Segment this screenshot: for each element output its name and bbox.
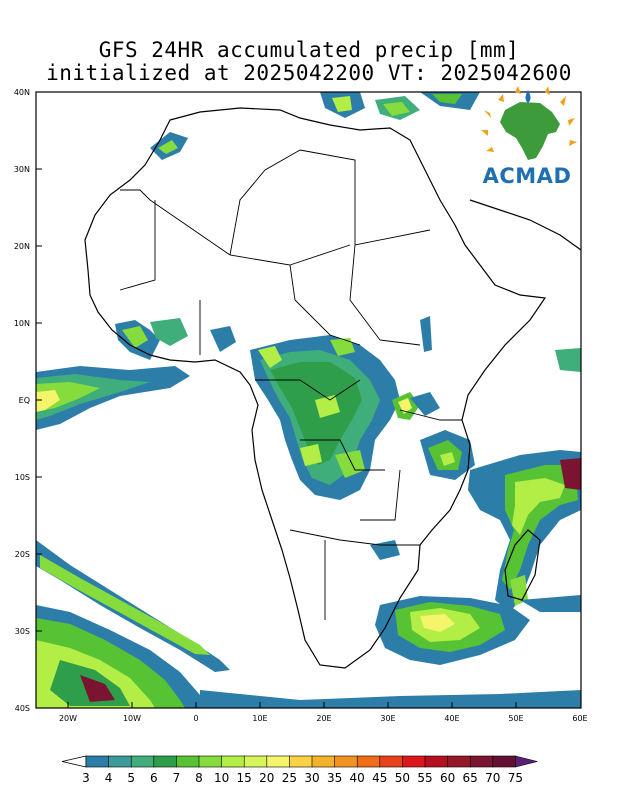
colorbar-swatch [85,755,110,768]
colorbar-swatch [130,755,155,768]
coastlines [84,107,581,669]
colorbar-min-arrow [61,755,87,768]
colorbar-swatch [447,755,472,768]
colorbar-label: 60 [440,771,455,785]
map-title-line2: initialized at 2025042200 VT: 2025042600 [46,61,572,85]
lon-label: 20W [59,714,77,723]
arabia-coastline [469,199,581,251]
colorbar-label: 5 [127,771,135,785]
lat-label: 30N [14,165,30,174]
colorbar-swatch [221,755,246,768]
colorbar-label: 25 [282,771,297,785]
colorbar-label: 75 [508,771,523,785]
lat-label: 20N [14,242,30,251]
colorbar-label: 55 [417,771,432,785]
lat-label: 40S [15,704,30,713]
lat-label: 10N [14,319,30,328]
colorbar-swatch [266,755,291,768]
precip-field [36,92,581,708]
lon-label: 50E [508,714,523,723]
lon-label: 10E [252,714,267,723]
colorbar-label: 6 [150,771,158,785]
colorbar-swatch [243,755,268,768]
lon-label: 20E [316,714,331,723]
lon-label: 40E [444,714,459,723]
colorbar-label: 65 [463,771,478,785]
acmad-logo: ACMAD [481,86,577,188]
colorbar-swatch [198,755,223,768]
colorbar-swatch [356,755,381,768]
colorbar-label: 70 [485,771,500,785]
colorbar-label: 15 [237,771,252,785]
colorbar-label: 35 [327,771,342,785]
lat-ticks [36,91,517,709]
colorbar-label: 20 [259,771,274,785]
africa-coastline [84,107,547,669]
logo-text: ACMAD [483,164,572,188]
logo-africa-icon [500,102,560,160]
map-title-line1: GFS 24HR accumulated precip [mm] [98,38,520,62]
longitude-labels: 20W 10W 0 10E 20E 30E 40E 50E 60E [59,714,588,723]
colorbar-max-arrow [515,755,538,768]
lon-label: 30E [380,714,395,723]
colorbar-label: 10 [214,771,229,785]
colorbar-label: 7 [173,771,181,785]
lon-label: 0 [193,714,198,723]
colorbar-swatch [176,755,200,768]
colorbar-label: 45 [372,771,387,785]
logo-drop-icon [525,90,531,103]
madagascar-coastline [504,529,541,601]
colorbar-swatch [289,755,313,768]
colorbar-swatch [424,755,449,768]
colorbar-swatch [153,755,178,768]
colorbar-swatch [379,755,404,768]
colorbar-swatch [469,755,494,768]
colorbar-swatch [402,755,426,768]
colorbar-swatch [311,755,336,768]
lat-label: 10S [15,473,30,482]
colorbar-swatch [492,755,517,768]
colorbar-label: 4 [105,771,113,785]
colorbar-label: 50 [395,771,410,785]
colorbar-label: 8 [195,771,203,785]
lon-label: 60E [572,714,587,723]
country-borders [119,149,462,620]
colorbar-label: 3 [82,771,90,785]
colorbar-swatch [108,755,132,768]
lat-label: 40N [14,88,30,97]
lon-label: 10W [123,714,141,723]
colorbar [61,755,538,768]
colorbar-label: 30 [304,771,319,785]
lat-label: EQ [19,396,30,405]
lat-label: 30S [15,627,30,636]
colorbar-labels: 3 4 5 6 7 8 10 15 20 25 30 35 40 45 50 55 60 65 70 75 [82,771,523,785]
logo-sun-rays-icon [481,86,577,152]
colorbar-swatch [334,755,359,768]
lat-label: 20S [15,550,30,559]
latitude-labels: 40N 30N 20N 10N EQ 10S 20S 30S 40S [14,88,30,713]
colorbar-label: 40 [350,771,365,785]
